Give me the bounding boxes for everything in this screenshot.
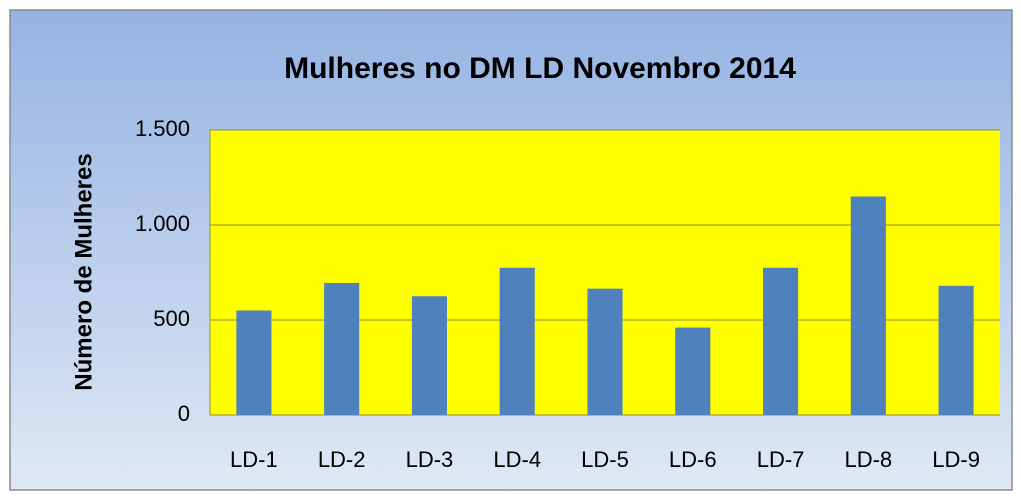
bar xyxy=(324,282,360,415)
x-tick-label: LD-6 xyxy=(669,447,717,472)
y-axis-label: Número de Mulheres xyxy=(70,153,97,390)
x-tick-label: LD-5 xyxy=(581,447,629,472)
x-tick-label: LD-7 xyxy=(757,447,805,472)
bar xyxy=(938,285,974,415)
bar xyxy=(587,288,623,415)
y-tick-label: 1.000 xyxy=(135,211,190,236)
bar xyxy=(499,267,535,415)
x-tick-label: LD-8 xyxy=(844,447,892,472)
bar xyxy=(236,310,272,415)
x-tick-label: LD-4 xyxy=(493,447,541,472)
bar xyxy=(763,267,799,415)
bar xyxy=(850,196,886,415)
y-tick-label: 0 xyxy=(178,401,190,426)
x-tick-label: LD-3 xyxy=(406,447,454,472)
x-tick-label: LD-1 xyxy=(230,447,278,472)
chart-title: Mulheres no DM LD Novembro 2014 xyxy=(284,52,796,85)
x-tick-label: LD-2 xyxy=(318,447,366,472)
bar xyxy=(411,296,447,415)
y-tick-label: 1.500 xyxy=(135,116,190,141)
y-tick-label: 500 xyxy=(153,306,190,331)
x-tick-label: LD-9 xyxy=(932,447,980,472)
bar xyxy=(675,327,711,415)
